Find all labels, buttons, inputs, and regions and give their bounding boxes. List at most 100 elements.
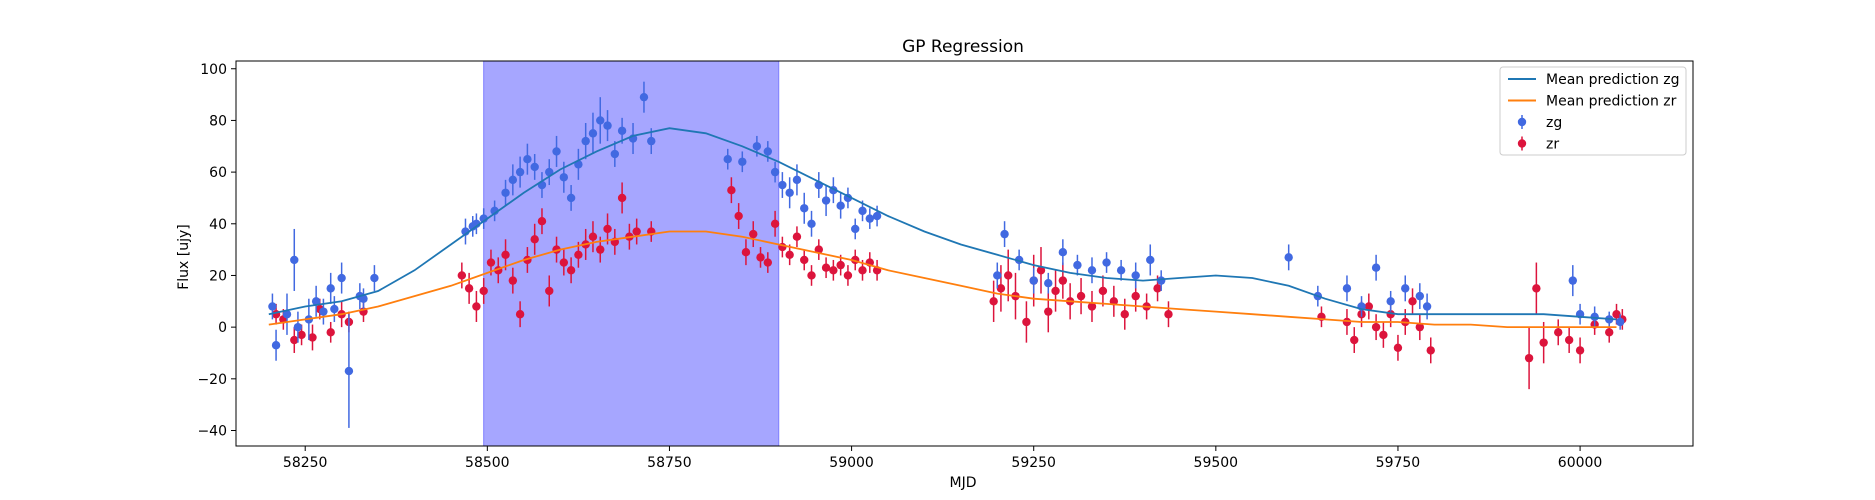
data-point-zr: [479, 287, 487, 295]
data-point-zg: [1044, 279, 1052, 287]
data-point-zg: [330, 305, 338, 313]
data-point-zg: [1059, 248, 1067, 256]
y-tick-label: 80: [209, 113, 227, 129]
data-point-zr: [538, 217, 546, 225]
legend-label-zr-point: zr: [1546, 137, 1559, 153]
x-tick-label: 58750: [647, 455, 692, 471]
data-point-zr: [1350, 336, 1358, 344]
mean-prediction-line-zr: [269, 232, 1617, 328]
data-point-zg: [1030, 276, 1038, 284]
data-point-zg: [1102, 258, 1110, 266]
data-point-zr: [472, 302, 480, 310]
data-point-zg: [1569, 276, 1577, 284]
data-point-zr: [858, 266, 866, 274]
data-point-zr: [829, 266, 837, 274]
data-point-zr: [1051, 287, 1059, 295]
data-point-zg: [800, 204, 808, 212]
data-point-zg: [552, 147, 560, 155]
data-point-zr: [589, 233, 597, 241]
data-point-zr: [545, 287, 553, 295]
legend-swatch-zr-point: [1518, 139, 1526, 147]
data-point-zg: [778, 181, 786, 189]
data-point-zr: [749, 230, 757, 238]
data-point-zg: [530, 163, 538, 171]
data-point-zr: [807, 271, 815, 279]
x-tick-label: 59250: [1011, 455, 1056, 471]
data-point-zg: [370, 274, 378, 282]
y-tick-label: 40: [209, 217, 227, 233]
x-tick-label: 59500: [1194, 455, 1239, 471]
data-point-zr: [734, 212, 742, 220]
plot-area: 58250 58500 58750 59000 59250 59500 59750 60000…: [197, 61, 1693, 471]
data-point-zg: [509, 176, 517, 184]
data-point-zr: [458, 271, 466, 279]
data-point-zg: [1616, 318, 1624, 326]
data-point-zr: [1099, 287, 1107, 295]
legend: Mean prediction zg Mean prediction zr zg zr: [1500, 67, 1686, 155]
data-point-zr: [603, 225, 611, 233]
data-point-zr: [1059, 276, 1067, 284]
data-point-zr: [1525, 354, 1533, 362]
data-point-zr: [727, 186, 735, 194]
y-axis-label: Flux [ujy]: [176, 224, 192, 290]
data-point-zr: [574, 251, 582, 259]
legend-label-zg-point: zg: [1546, 115, 1562, 131]
x-tick-label: 60000: [1558, 455, 1603, 471]
data-point-zr: [1394, 344, 1402, 352]
plot-contents: [268, 61, 1626, 446]
data-point-zg: [851, 225, 859, 233]
data-point-zg: [1131, 271, 1139, 279]
data-point-zr: [618, 194, 626, 202]
data-point-zr: [1427, 346, 1435, 354]
data-point-zr: [516, 310, 524, 318]
data-point-zg: [993, 271, 1001, 279]
data-point-zg: [618, 127, 626, 135]
y-tick-label: 0: [218, 320, 227, 336]
data-point-zg: [764, 147, 772, 155]
data-point-zr: [1164, 310, 1172, 318]
y-tick-label: −40: [197, 423, 227, 439]
data-point-zg: [337, 274, 345, 282]
data-point-zr: [632, 227, 640, 235]
data-point-zg: [647, 137, 655, 145]
y-tick-label: 100: [200, 62, 227, 78]
data-point-zr: [1576, 346, 1584, 354]
data-point-zg: [1000, 230, 1008, 238]
data-point-zr: [1554, 328, 1562, 336]
y-tick-label: −20: [197, 372, 227, 388]
data-point-zg: [345, 367, 353, 375]
data-point-zr: [1372, 323, 1380, 331]
data-point-zr: [1532, 284, 1540, 292]
y-tick-label: 20: [209, 268, 227, 284]
data-point-zr: [785, 251, 793, 259]
data-point-zg: [1416, 292, 1424, 300]
data-point-zr: [1408, 297, 1416, 305]
data-point-zr: [771, 220, 779, 228]
data-point-zg: [319, 307, 327, 315]
data-point-zg: [858, 207, 866, 215]
data-point-zr: [1605, 328, 1613, 336]
data-point-zr: [756, 253, 764, 261]
data-point-zg: [771, 168, 779, 176]
data-point-zg: [738, 158, 746, 166]
plot-frame: [236, 61, 1693, 446]
data-point-zg: [272, 341, 280, 349]
data-point-zr: [509, 276, 517, 284]
data-point-zg: [753, 142, 761, 150]
data-point-zr: [822, 264, 830, 272]
data-point-zr: [742, 248, 750, 256]
data-point-zg: [327, 284, 335, 292]
data-point-zr: [501, 251, 509, 259]
data-point-zr: [989, 297, 997, 305]
data-point-zg: [523, 155, 531, 163]
data-point-zr: [327, 328, 335, 336]
data-point-zg: [1146, 256, 1154, 264]
data-point-zg: [822, 196, 830, 204]
data-point-zg: [1372, 264, 1380, 272]
data-point-zg: [1386, 297, 1394, 305]
data-point-zr: [836, 261, 844, 269]
data-point-zg: [1117, 266, 1125, 274]
data-point-zg: [268, 302, 276, 310]
data-point-zg: [1343, 284, 1351, 292]
